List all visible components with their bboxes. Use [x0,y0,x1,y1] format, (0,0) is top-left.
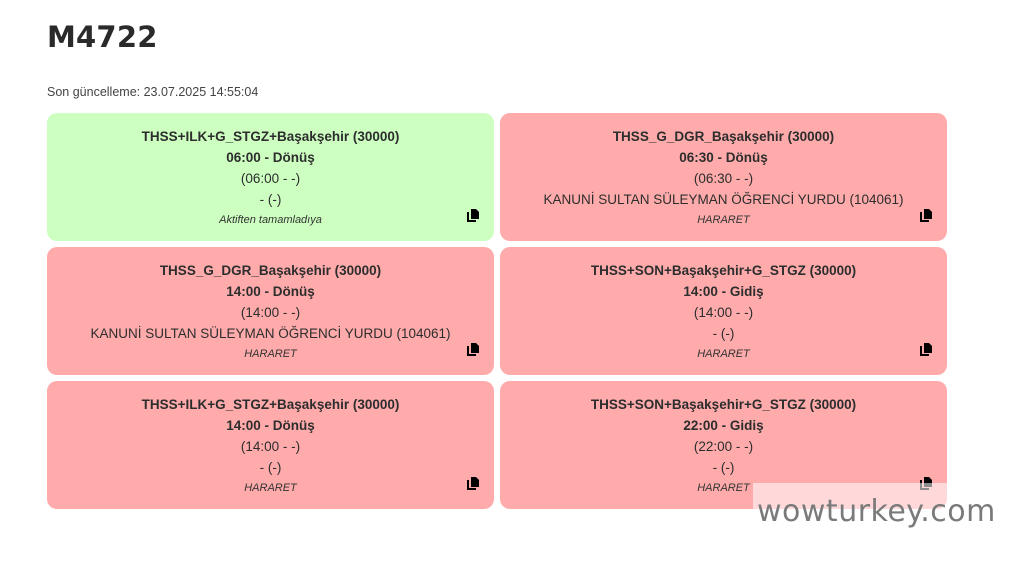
route-name: THSS_G_DGR_Başakşehir (30000) [612,129,835,144]
watermark-overlay [753,483,947,510]
page-title: M4722 [47,20,158,54]
location: - (-) [259,460,282,475]
time-range: (14:00 - -) [693,305,754,320]
time-range: (06:30 - -) [693,171,754,186]
copy-icon[interactable] [920,209,933,222]
route-name: THSS+SON+Başakşehir+G_STGZ (30000) [590,263,857,278]
trip-card: THSS+SON+Başakşehir+G_STGZ (30000) 14:00… [500,247,947,375]
location: - (-) [712,460,735,475]
time-range: (06:00 - -) [240,171,301,186]
trip-card: THSS+ILK+G_STGZ+Başakşehir (30000) 14:00… [47,381,494,509]
copy-icon[interactable] [920,343,933,356]
time-direction: 14:00 - Dönüş [226,418,315,433]
time-direction: 06:30 - Dönüş [679,150,768,165]
route-name: THSS+ILK+G_STGZ+Başakşehir (30000) [141,397,400,412]
watermark-text: wowturkey.com [757,494,996,529]
time-range: (14:00 - -) [240,305,301,320]
time-range: (14:00 - -) [240,439,301,454]
location: KANUNİ SULTAN SÜLEYMAN ÖĞRENCİ YURDU (10… [543,192,904,207]
trip-card: THSS+ILK+G_STGZ+Başakşehir (30000) 06:00… [47,113,494,241]
time-direction: 06:00 - Dönüş [226,150,315,165]
trip-card-grid: THSS+ILK+G_STGZ+Başakşehir (30000) 06:00… [47,113,947,509]
time-direction: 14:00 - Dönüş [226,284,315,299]
route-name: THSS_G_DGR_Başakşehir (30000) [159,263,382,278]
time-range: (22:00 - -) [693,439,754,454]
route-name: THSS+SON+Başakşehir+G_STGZ (30000) [590,397,857,412]
route-name: THSS+ILK+G_STGZ+Başakşehir (30000) [141,129,400,144]
copy-icon[interactable] [467,343,480,356]
status-text: HARARET [697,348,750,360]
location: - (-) [259,192,282,207]
copy-icon[interactable] [467,477,480,490]
time-direction: 14:00 - Gidiş [683,284,764,299]
copy-icon[interactable] [467,209,480,222]
location: - (-) [712,326,735,341]
location: KANUNİ SULTAN SÜLEYMAN ÖĞRENCİ YURDU (10… [90,326,451,341]
status-text: HARARET [244,482,297,494]
last-update-text: Son güncelleme: 23.07.2025 14:55:04 [47,85,259,99]
time-direction: 22:00 - Gidiş [683,418,764,433]
status-text: Aktiften tamamladıya [219,214,322,226]
status-text: HARARET [697,214,750,226]
status-text: HARARET [244,348,297,360]
trip-card: THSS_G_DGR_Başakşehir (30000) 06:30 - Dö… [500,113,947,241]
status-text: HARARET [697,482,750,494]
trip-card: THSS_G_DGR_Başakşehir (30000) 14:00 - Dö… [47,247,494,375]
